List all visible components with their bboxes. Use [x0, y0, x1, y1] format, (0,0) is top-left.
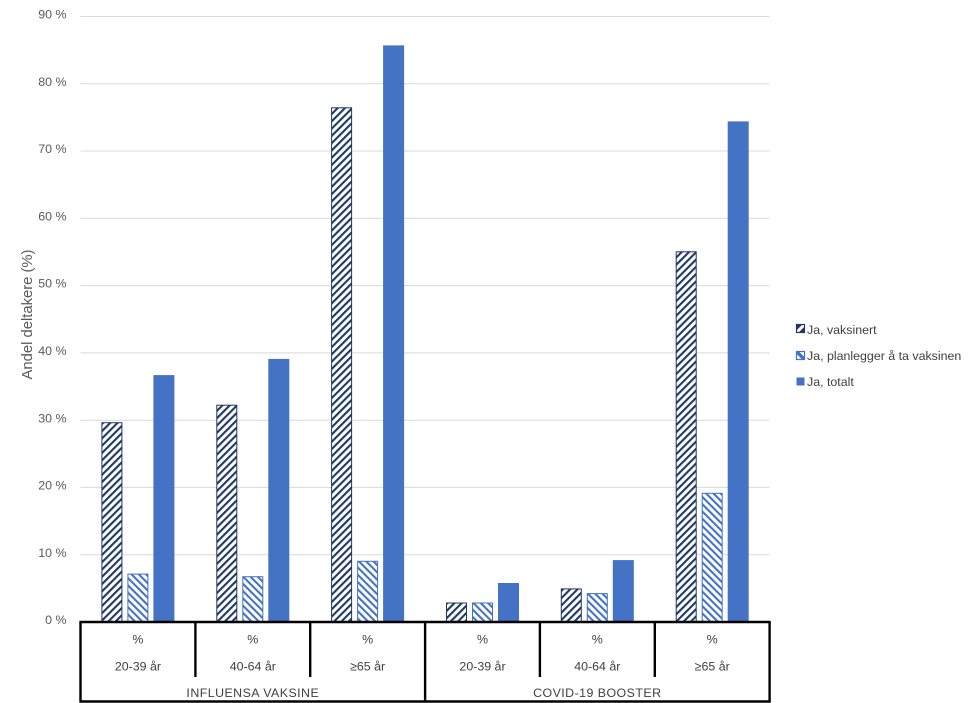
- svg-text:30 %: 30 %: [38, 411, 66, 425]
- svg-text:%: %: [707, 633, 718, 647]
- svg-text:90 %: 90 %: [38, 8, 66, 22]
- svg-text:≥65 år: ≥65 år: [350, 660, 385, 674]
- svg-text:Ja, vaksinert: Ja, vaksinert: [807, 323, 877, 337]
- svg-text:60 %: 60 %: [38, 209, 66, 223]
- svg-text:20-39 år: 20-39 år: [115, 660, 161, 674]
- svg-text:40-64 år: 40-64 år: [574, 660, 620, 674]
- svg-text:20-39 år: 20-39 år: [459, 660, 505, 674]
- svg-text:Andel deltakere (%): Andel deltakere (%): [20, 249, 36, 379]
- svg-text:%: %: [247, 633, 258, 647]
- svg-text:%: %: [132, 633, 143, 647]
- svg-text:INFLUENSA VAKSINE: INFLUENSA VAKSINE: [186, 686, 319, 700]
- svg-text:Ja, planlegger å ta vaksinen: Ja, planlegger å ta vaksinen: [807, 349, 961, 363]
- svg-text:50 %: 50 %: [38, 277, 66, 291]
- svg-text:40-64 år: 40-64 år: [230, 660, 276, 674]
- svg-text:≥65 år: ≥65 år: [695, 660, 730, 674]
- svg-text:40 %: 40 %: [38, 344, 66, 358]
- svg-text:80 %: 80 %: [38, 75, 66, 89]
- svg-text:0 %: 0 %: [45, 613, 66, 627]
- svg-text:20 %: 20 %: [38, 479, 66, 493]
- svg-text:%: %: [592, 633, 603, 647]
- svg-text:%: %: [362, 633, 373, 647]
- svg-text:10 %: 10 %: [38, 546, 66, 560]
- svg-text:COVID-19 BOOSTER: COVID-19 BOOSTER: [533, 686, 661, 700]
- svg-text:%: %: [477, 633, 488, 647]
- svg-text:Ja, totalt: Ja, totalt: [807, 375, 854, 389]
- svg-text:70 %: 70 %: [38, 142, 66, 156]
